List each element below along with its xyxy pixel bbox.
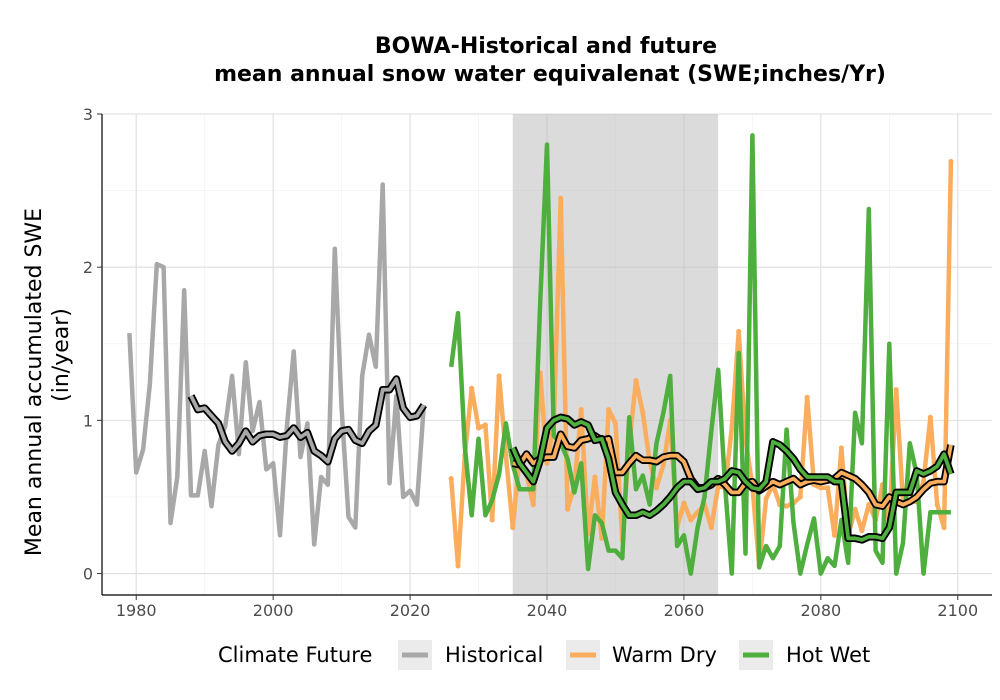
- plot-area: 1980 2000 2020 2040 2060 2080 2100 0 1 2 3: [83, 105, 992, 620]
- x-tick-label: 2080: [800, 601, 841, 620]
- point-warm-dry: [859, 528, 865, 534]
- point-warm-dry: [640, 410, 646, 416]
- point-warm-dry: [838, 445, 844, 451]
- point-warm-dry: [948, 158, 954, 165]
- point-warm-dry: [503, 453, 509, 459]
- point-warm-dry: [475, 425, 482, 431]
- point-warm-dry: [688, 517, 694, 523]
- y-tick-label: 3: [83, 105, 93, 124]
- point-warm-dry: [763, 495, 769, 502]
- legend-title: Climate Future: [218, 643, 372, 667]
- point-warm-dry: [818, 485, 824, 491]
- point-warm-dry: [489, 517, 495, 523]
- x-tick-label: 2040: [527, 601, 568, 620]
- point-warm-dry: [804, 394, 810, 400]
- x-tick-label: 2100: [937, 601, 978, 620]
- point-warm-dry: [934, 502, 940, 508]
- point-warm-dry: [797, 494, 803, 500]
- point-warm-dry: [866, 502, 872, 508]
- legend-label-warm-dry: Warm Dry: [612, 643, 717, 667]
- rolling-line-hot-wet: [511, 415, 953, 542]
- chart-title-line1: BOWA-Historical and future: [375, 34, 717, 59]
- x-tick-label: 2020: [390, 601, 431, 620]
- point-warm-dry: [578, 407, 584, 413]
- point-warm-dry: [681, 500, 687, 506]
- point-warm-dry: [530, 502, 536, 508]
- x-tick-label: 2000: [253, 601, 294, 620]
- rolling-line-warm-dry: [512, 432, 953, 509]
- chart-title-line2: mean annual snow water equivalenat (SWE;…: [214, 62, 886, 87]
- point-warm-dry: [633, 377, 639, 384]
- point-warm-dry: [558, 195, 564, 201]
- point-warm-dry: [927, 414, 933, 420]
- point-warm-dry: [920, 479, 927, 485]
- point-warm-dry: [941, 524, 947, 531]
- point-warm-dry: [448, 475, 454, 482]
- point-warm-dry: [606, 407, 612, 413]
- point-warm-dry: [496, 373, 502, 379]
- point-warm-dry: [784, 503, 790, 509]
- point-warm-dry: [708, 524, 714, 531]
- legend: Climate Future Historical Warm Dry Hot W…: [218, 640, 870, 670]
- y-axis-label-line2: (in/year): [49, 308, 74, 402]
- point-warm-dry: [729, 425, 735, 431]
- series-line-historical: [127, 182, 427, 547]
- x-tick-label: 2060: [664, 601, 705, 620]
- point-warm-dry: [510, 524, 516, 531]
- point-warm-dry: [544, 460, 550, 466]
- point-warm-dry: [825, 485, 831, 491]
- point-warm-dry: [653, 485, 660, 491]
- point-warm-dry: [469, 385, 475, 391]
- point-warm-dry: [893, 387, 899, 393]
- point-warm-dry: [660, 462, 666, 468]
- rolling-line-historical: [189, 377, 426, 464]
- y-tick-label: 0: [83, 565, 93, 584]
- point-warm-dry: [564, 506, 571, 512]
- x-tick-label: 1980: [116, 601, 157, 620]
- point-warm-dry: [592, 474, 598, 480]
- point-warm-dry: [455, 563, 461, 569]
- legend-label-historical: Historical: [445, 643, 543, 667]
- y-axis-label-line1: Mean annual accumulated SWE: [22, 208, 47, 556]
- point-warm-dry: [736, 328, 742, 335]
- y-tick-label: 2: [83, 258, 93, 277]
- point-warm-dry: [612, 420, 619, 427]
- legend-label-hot-wet: Hot Wet: [786, 643, 870, 667]
- point-warm-dry: [482, 422, 488, 428]
- point-warm-dry: [852, 506, 858, 512]
- point-warm-dry: [831, 532, 838, 538]
- y-tick-label: 1: [83, 411, 93, 430]
